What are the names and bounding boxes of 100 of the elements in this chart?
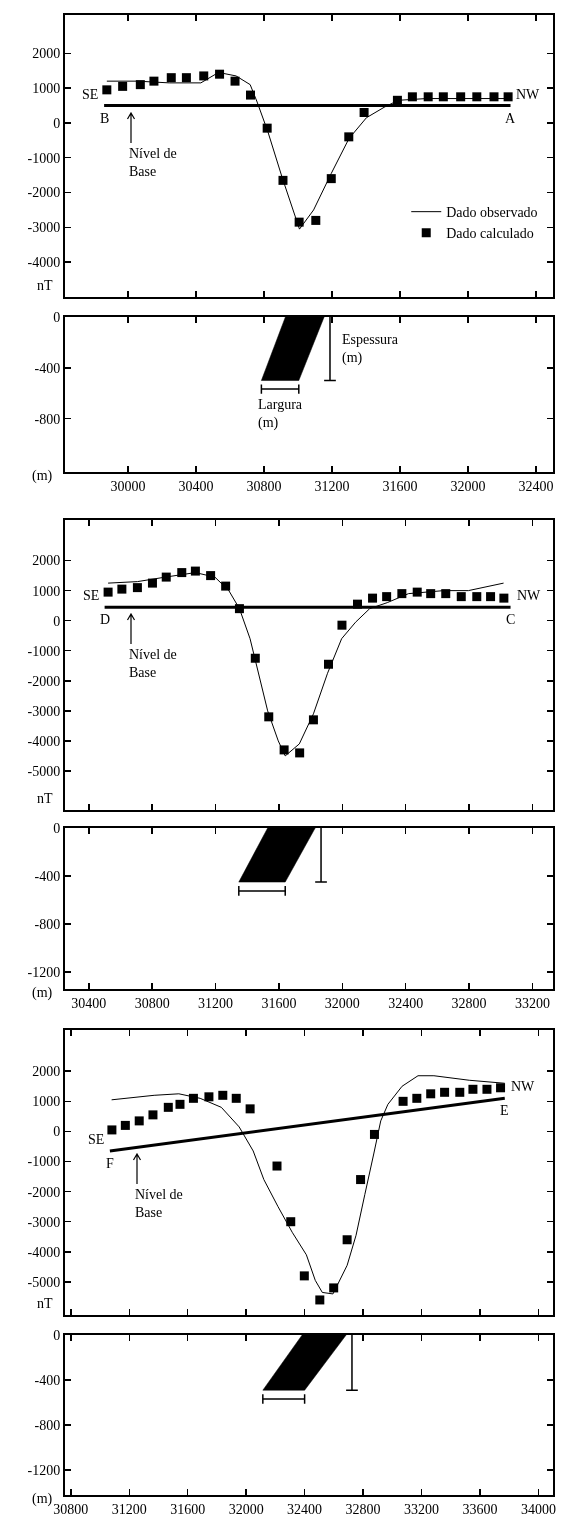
point: [426, 1089, 436, 1099]
y-tick-label: -2000: [27, 1184, 61, 1200]
annotation: E: [500, 1103, 509, 1118]
x-tick-label: 30400: [178, 478, 214, 494]
x-tick-label: 32800: [345, 1501, 381, 1514]
x-tick-label: 31600: [382, 478, 418, 494]
y-tick-label: -800: [34, 1418, 61, 1434]
point: [272, 1161, 282, 1171]
point: [356, 1175, 366, 1185]
x-tick-label: 31600: [261, 995, 297, 1011]
point: [472, 592, 482, 602]
annotation: SE: [88, 1132, 105, 1147]
point: [279, 745, 289, 755]
annotation: Nível de Base: [135, 1187, 183, 1221]
y-axis-title: (m): [32, 985, 53, 1001]
x-tick-label: 31200: [198, 995, 234, 1011]
point: [308, 715, 318, 725]
x-tick-label: 30400: [71, 995, 107, 1011]
point: [250, 653, 260, 663]
y-tick-label: -2000: [27, 673, 61, 689]
point: [295, 748, 305, 758]
annotation: F: [106, 1156, 114, 1171]
point: [230, 76, 240, 86]
x-tick-label: 32000: [228, 1501, 264, 1514]
annotation: B: [100, 111, 110, 126]
x-tick-label: 33200: [514, 995, 550, 1011]
point: [426, 589, 436, 599]
point: [407, 92, 417, 102]
point: [344, 132, 354, 142]
y-tick-label: -3000: [27, 220, 61, 236]
point: [315, 1295, 325, 1305]
point: [299, 1271, 309, 1281]
x-tick-label: 30800: [246, 478, 282, 494]
point: [117, 584, 127, 594]
point: [397, 589, 407, 599]
annotation: SE: [82, 87, 99, 102]
y-axis-title: (m): [32, 1491, 53, 1507]
point: [262, 123, 272, 133]
point: [147, 578, 157, 588]
y-tick-label: 1000: [32, 583, 61, 599]
point: [438, 92, 448, 102]
point: [149, 76, 159, 86]
legend-label: Dado observado: [446, 205, 538, 221]
point: [456, 592, 466, 602]
point: [177, 568, 187, 578]
y-tick-label: -3000: [27, 1214, 61, 1230]
y-tick-label: -5000: [27, 763, 61, 779]
y-tick-label: -2000: [27, 185, 61, 201]
annotation: NW: [517, 588, 542, 603]
point: [199, 71, 209, 81]
point: [286, 1217, 296, 1227]
point: [175, 1099, 185, 1109]
x-tick-label: 30800: [53, 1501, 89, 1514]
point: [441, 589, 451, 599]
y-tick-label: -400: [34, 868, 61, 884]
y-tick-label: 2000: [32, 553, 61, 569]
y-tick-label: 0: [53, 115, 61, 131]
point: [246, 90, 256, 100]
point: [468, 1084, 478, 1094]
y-tick-label: -1000: [27, 643, 61, 659]
y-axis-title: nT: [37, 1296, 53, 1311]
x-tick-label: 30000: [110, 478, 146, 494]
point: [423, 92, 433, 102]
y-axis-title: (m): [32, 468, 53, 484]
point: [337, 620, 347, 630]
point: [278, 175, 288, 185]
y-tick-label: -400: [34, 360, 61, 376]
point: [486, 592, 496, 602]
point: [181, 73, 191, 83]
y-tick-label: -1200: [27, 965, 61, 981]
point: [188, 1093, 198, 1103]
y-tick-label: 1000: [32, 1094, 61, 1110]
annotation: A: [505, 111, 516, 126]
y-tick-label: -4000: [27, 1244, 61, 1260]
point: [456, 92, 466, 102]
y-axis-title: nT: [37, 791, 53, 806]
point: [135, 80, 145, 90]
y-tick-label: 1000: [32, 81, 61, 97]
y-tick-label: -4000: [27, 733, 61, 749]
annotation: Largura (m): [258, 397, 303, 432]
point: [245, 1104, 255, 1114]
point: [218, 1090, 228, 1100]
point: [323, 659, 333, 669]
x-tick-label: 32800: [451, 995, 487, 1011]
y-tick-label: -800: [34, 411, 61, 427]
annotation: Nível de Base: [129, 647, 177, 681]
point: [440, 1087, 450, 1097]
y-tick-label: 0: [53, 613, 61, 629]
x-tick-label: 34000: [520, 1501, 556, 1514]
point: [499, 593, 509, 603]
point: [264, 712, 274, 722]
point: [368, 593, 378, 603]
y-tick-label: 0: [53, 820, 61, 836]
point: [398, 1096, 408, 1106]
x-tick-label: 30800: [134, 995, 170, 1011]
point: [132, 583, 142, 593]
point: [206, 571, 216, 581]
point: [215, 69, 225, 79]
y-axis-title: nT: [37, 278, 53, 293]
point: [326, 174, 336, 184]
